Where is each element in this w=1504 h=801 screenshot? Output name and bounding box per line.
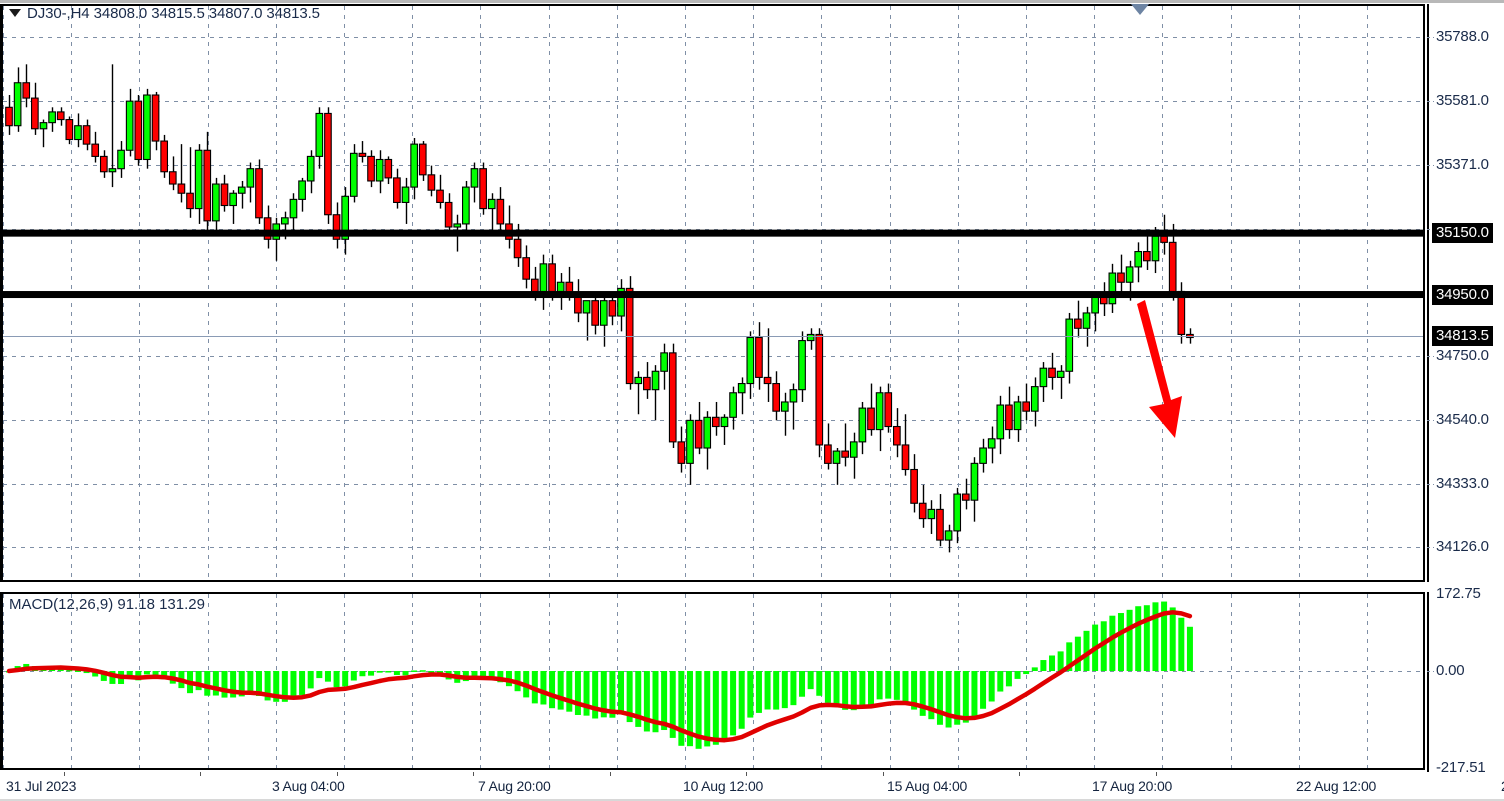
price-level-badge: 34950.0 xyxy=(1432,284,1493,305)
price-axis-tick xyxy=(1427,101,1434,102)
current-price-badge: 34813.5 xyxy=(1432,326,1493,347)
time-axis-tick xyxy=(883,772,884,776)
price-axis-tick xyxy=(1427,356,1434,357)
time-axis-label: 15 Aug 04:00 xyxy=(887,778,968,794)
time-axis-label: 22 Aug 12:00 xyxy=(1296,778,1377,794)
price-chart-pane[interactable] xyxy=(0,4,1425,582)
time-axis-tick xyxy=(1019,772,1020,776)
time-axis-label: 10 Aug 12:00 xyxy=(683,778,764,794)
macd-axis-tick xyxy=(1427,671,1434,672)
time-axis-label: 7 Aug 20:00 xyxy=(478,778,551,794)
macd-axis-divider xyxy=(1427,592,1429,774)
price-axis-tick xyxy=(1427,420,1434,421)
price-axis-tick xyxy=(1427,165,1434,166)
price-axis-tick xyxy=(1427,37,1434,38)
price-axis-tick xyxy=(1427,229,1434,230)
time-axis-tick xyxy=(64,772,65,776)
price-axis-label: 34750.0 xyxy=(1436,346,1489,364)
symbol-header-label: DJ30-,H4 34808.0 34815.5 34807.0 34813.5 xyxy=(27,5,320,22)
symbol-header: DJ30-,H4 34808.0 34815.5 34807.0 34813.5 xyxy=(9,5,320,22)
triangle-down-icon[interactable] xyxy=(9,9,21,17)
time-axis-tick xyxy=(200,772,201,776)
price-axis-label: 34333.0 xyxy=(1436,474,1489,492)
time-axis-label: 17 Aug 20:00 xyxy=(1092,778,1173,794)
price-axis-label: 34126.0 xyxy=(1436,538,1489,556)
candlestick-series xyxy=(5,64,1194,553)
bearish-arrow xyxy=(1137,300,1182,438)
time-axis-tick xyxy=(337,772,338,776)
price-axis-label: 35371.0 xyxy=(1436,156,1489,174)
price-axis-label: 35581.0 xyxy=(1436,91,1489,109)
time-axis-tick xyxy=(746,772,747,776)
time-axis-tick xyxy=(1156,772,1157,776)
price-axis-label: 34540.0 xyxy=(1436,411,1489,429)
resistance-level-line xyxy=(3,229,1423,237)
price-chart-svg xyxy=(3,6,1423,580)
macd-chart-svg xyxy=(3,594,1423,768)
price-axis[interactable]: 35788.035581.035371.035164.034750.034540… xyxy=(1427,4,1504,776)
time-axis-label: 25 Aug 04:00 xyxy=(1501,778,1504,794)
macd-signal-line xyxy=(6,610,1193,743)
macd-axis-label: -217.51 xyxy=(1436,759,1486,776)
support-level-line xyxy=(3,291,1423,299)
price-axis-tick xyxy=(1427,547,1434,548)
macd-axis-label: 0.00 xyxy=(1436,662,1465,680)
macd-indicator-pane[interactable] xyxy=(0,592,1425,770)
price-axis-label: 35788.0 xyxy=(1436,28,1489,46)
time-axis[interactable]: 31 Jul 2023 3 Aug 04:00 7 Aug 20:00 10 Aug … xyxy=(0,772,1504,801)
time-axis-tick xyxy=(610,772,611,776)
cursor-position-marker-icon xyxy=(1131,4,1149,15)
time-axis-label: 3 Aug 04:00 xyxy=(272,778,345,794)
time-axis-label: 31 Jul 2023 xyxy=(6,778,77,794)
time-axis-tick xyxy=(473,772,474,776)
price-gridlines xyxy=(3,6,1423,580)
price-level-badge: 35150.0 xyxy=(1432,223,1493,244)
macd-histogram xyxy=(6,601,1193,749)
macd-axis-label: 172.75 xyxy=(1436,585,1481,602)
price-axis-tick xyxy=(1427,484,1434,485)
price-axis-divider xyxy=(1427,4,1429,582)
macd-label: MACD(12,26,9) 91.18 131.29 xyxy=(9,596,205,613)
